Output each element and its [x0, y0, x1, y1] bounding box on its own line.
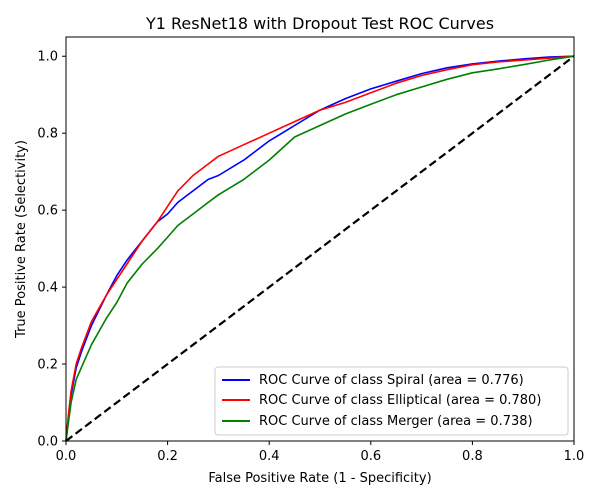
legend-label-merger: ROC Curve of class Merger (area = 0.738) [259, 414, 533, 429]
x-axis-ticks: 0.0 0.2 0.4 0.6 0.8 1.0 [56, 441, 585, 464]
x-axis-label: False Positive Rate (1 - Specificity) [208, 471, 431, 486]
y-tick-label: 0.8 [37, 127, 58, 142]
legend-box [214, 366, 569, 436]
legend-label-elliptical: ROC Curve of class Elliptical (area = 0.… [259, 393, 541, 408]
y-tick-label: 0.4 [37, 281, 58, 296]
x-tick-label: 0.8 [462, 449, 483, 464]
x-tick-label: 0.2 [157, 449, 178, 464]
plot-frame [65, 36, 575, 442]
x-tick-label: 0.0 [56, 449, 77, 464]
chance-reference-line [65, 55, 575, 442]
legend-label-spiral: ROC Curve of class Spiral (area = 0.776) [259, 373, 524, 388]
x-tick-label: 1.0 [564, 449, 585, 464]
legend: ROC Curve of class Spiral (area = 0.776)… [214, 366, 569, 436]
y-axis-label: True Positive Rate (Selectivity) [14, 140, 29, 339]
x-tick-label: 0.4 [259, 449, 280, 464]
y-tick-label: 0.6 [37, 204, 58, 219]
series-line-1 [65, 55, 575, 442]
chart-title: Y1 ResNet18 with Dropout Test ROC Curves [145, 14, 494, 33]
y-tick-label: 1.0 [37, 50, 58, 65]
series-line-0 [65, 55, 575, 442]
y-tick-label: 0.2 [37, 358, 58, 373]
y-axis-ticks: 0.0 0.2 0.4 0.6 0.8 1.0 [37, 50, 66, 450]
series-line-2 [65, 55, 575, 442]
x-tick-label: 0.6 [360, 449, 381, 464]
y-tick-label: 0.0 [37, 435, 58, 450]
plot-lines [65, 55, 575, 442]
